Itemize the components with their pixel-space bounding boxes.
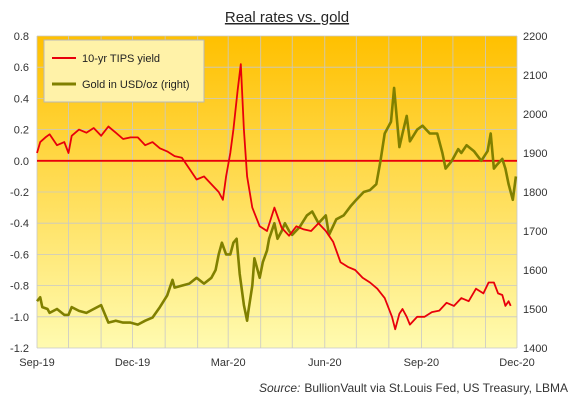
left-tick-label: 0.2	[14, 125, 29, 137]
legend-tips-label: 10-yr TIPS yield	[82, 53, 160, 65]
left-tick-label: -0.2	[10, 187, 29, 199]
right-tick-label: 1800	[523, 187, 547, 199]
x-tick-label: Sep-20	[404, 357, 439, 369]
right-tick-label: 1700	[523, 226, 547, 238]
left-tick-label: 0.6	[14, 62, 29, 74]
x-tick-label: Mar-20	[211, 357, 246, 369]
left-tick-label: -0.4	[10, 218, 29, 230]
left-tick-label: -1.0	[10, 312, 29, 324]
left-tick-label: 0.8	[14, 31, 29, 43]
left-tick-label: -0.6	[10, 249, 29, 261]
source-text: BullionVault via St.Louis Fed, US Treasu…	[304, 381, 568, 395]
x-tick-label: Dec-19	[115, 357, 150, 369]
source-note: Source: BullionVault via St.Louis Fed, US…	[259, 381, 568, 395]
tips-series-line	[36, 63, 512, 331]
x-tick-label: Sep-19	[19, 357, 54, 369]
right-tick-label: 2100	[523, 70, 547, 82]
right-tick-label: 1400	[523, 343, 547, 355]
right-axis-ticks: 1400 1500 1600 1700 1800 1900 2000 2100 2200	[523, 31, 547, 355]
right-tick-label: 1500	[523, 304, 547, 316]
x-tick-label: Dec-20	[499, 357, 534, 369]
left-tick-label: -0.8	[10, 281, 29, 293]
right-tick-label: 1600	[523, 265, 547, 277]
x-axis-ticks: Sep-19 Dec-19 Mar-20 Jun-20 Sep-20 Dec-20	[19, 357, 534, 369]
legend: 10-yr TIPS yield Gold in USD/oz (right)	[43, 39, 205, 103]
left-tick-label: 0.0	[14, 156, 29, 168]
x-tick-label: Jun-20	[308, 357, 342, 369]
left-axis-ticks: -1.2 -1.0 -0.8 -0.6 -0.4 -0.2 0.0 0.2 0.4 0.6 0.8	[10, 31, 29, 355]
legend-gold-label: Gold in USD/oz (right)	[82, 79, 190, 91]
right-tick-label: 2200	[523, 31, 547, 43]
left-tick-label: 0.4	[14, 93, 29, 105]
right-tick-label: 2000	[523, 109, 547, 121]
gold-series-line	[35, 86, 518, 326]
chart-title: Real rates vs. gold	[225, 9, 349, 26]
left-tick-label: -1.2	[10, 343, 29, 355]
legend-box	[43, 39, 205, 103]
source-label: Source:	[259, 381, 300, 395]
right-tick-label: 1900	[523, 148, 547, 160]
